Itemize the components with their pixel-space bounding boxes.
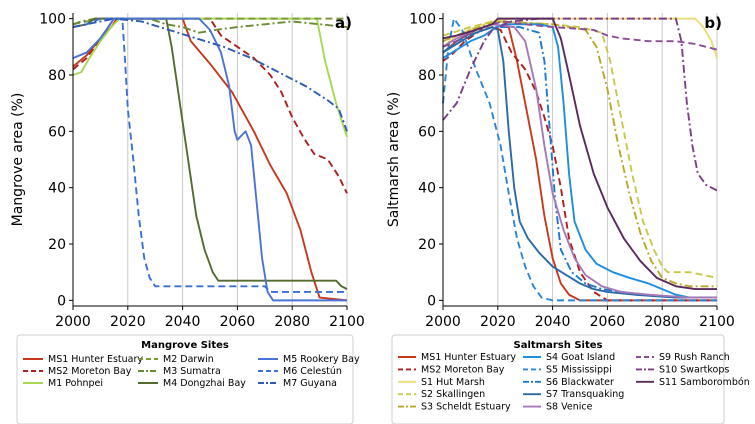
y-tick-label: 80 xyxy=(48,68,66,84)
y-tick-label: 100 xyxy=(39,12,66,28)
y-tick-label: 80 xyxy=(418,68,436,84)
x-tick-label: 2060 xyxy=(220,314,256,330)
legend-entry-label: S9 Rush Ranch xyxy=(659,352,730,363)
legend-entry-label: S4 Goat Island xyxy=(546,352,615,363)
legend-entry-label: S8 Venice xyxy=(546,402,593,413)
series-line xyxy=(442,20,717,288)
series-line xyxy=(72,17,348,132)
legend-title: Mangrove Sites xyxy=(141,340,229,351)
legend-entry-label: S6 Blackwater xyxy=(546,377,614,388)
series-line xyxy=(442,26,717,299)
legend-entry-label: S3 Scheldt Estuary xyxy=(421,402,511,413)
series-line xyxy=(72,17,348,194)
series-line xyxy=(72,17,348,138)
legend-entry-label: M4 Dongzhai Bay xyxy=(163,378,246,389)
legend-entry-label: S1 Hut Marsh xyxy=(421,377,485,388)
legend-title: Saltmarsh Sites xyxy=(514,340,603,351)
legend-entry-label: S7 Transquaking xyxy=(546,389,624,400)
legend-frame xyxy=(16,334,354,424)
y-tick-label: 60 xyxy=(48,124,66,140)
legend-entry-label: MS1 Hunter Estuary xyxy=(48,354,143,365)
series-line xyxy=(442,23,717,299)
panel-a-mangrove-chart: 2000 2020 2040 2060 2080 2100020406080100Mang… xyxy=(10,12,365,330)
x-tick-label: 2100 xyxy=(699,314,735,330)
panel-label: a) xyxy=(335,14,352,32)
legend-entry-label: M5 Rookery Bay xyxy=(283,354,360,365)
series-line xyxy=(442,20,718,279)
legend-entry-label: MS2 Moreton Bay xyxy=(48,366,132,377)
legend-entry-label: M3 Sumatra xyxy=(163,366,221,377)
legend-entry-label: MS1 Hunter Estuary xyxy=(421,352,516,363)
panel-label: b) xyxy=(704,14,722,32)
y-tick-label: 100 xyxy=(409,12,436,28)
series-line xyxy=(442,17,717,291)
series-line xyxy=(442,26,717,302)
y-tick-label: 0 xyxy=(427,293,436,309)
series-line xyxy=(442,23,717,299)
series-line xyxy=(442,17,717,302)
x-tick-label: 2080 xyxy=(274,314,310,330)
series-line xyxy=(442,26,717,299)
x-tick-label: 2080 xyxy=(644,314,680,330)
y-tick-label: 20 xyxy=(418,237,436,253)
series-line xyxy=(72,17,348,302)
legend-entry-label: MS2 Moreton Bay xyxy=(421,364,505,375)
legend-entry-label: S10 Swartkops xyxy=(659,364,729,375)
legend-entry-label: M7 Guyana xyxy=(283,378,337,389)
legend-entry-label: M1 Pohnpei xyxy=(48,378,103,389)
legend-entry-label: S11 Samborombón xyxy=(659,377,750,388)
y-tick-label: 60 xyxy=(418,124,436,140)
series-line xyxy=(442,17,718,59)
panel-b-saltmarsh-chart: 2000 2020 2040 2060 2080 2100020406080100Salt… xyxy=(386,12,735,330)
y-axis-title: Saltmarsh area (%) xyxy=(386,92,402,227)
x-tick-label: 2020 xyxy=(480,314,516,330)
y-tick-label: 40 xyxy=(418,181,436,197)
legend-entry-label: M2 Darwin xyxy=(163,354,214,365)
x-tick-label: 2040 xyxy=(535,314,571,330)
series-line xyxy=(442,17,717,302)
legend-entry-label: S2 Skallingen xyxy=(421,389,485,400)
x-tick-label: 2020 xyxy=(110,314,146,330)
legend-entry-label: S5 Mississippi xyxy=(546,364,612,375)
x-tick-label: 2060 xyxy=(590,314,626,330)
legend-entry-label: M6 Celestún xyxy=(283,366,342,377)
series-line xyxy=(72,17,347,302)
y-tick-label: 40 xyxy=(48,181,66,197)
y-tick-label: 0 xyxy=(57,293,66,309)
y-axis-title: Mangrove area (%) xyxy=(10,93,26,227)
x-tick-label: 2040 xyxy=(165,314,201,330)
x-tick-label: 2000 xyxy=(55,314,91,330)
y-tick-label: 20 xyxy=(48,237,66,253)
series-line xyxy=(442,17,718,192)
x-tick-label: 2000 xyxy=(425,314,461,330)
x-tick-label: 2100 xyxy=(329,314,365,330)
series-line xyxy=(72,17,347,293)
